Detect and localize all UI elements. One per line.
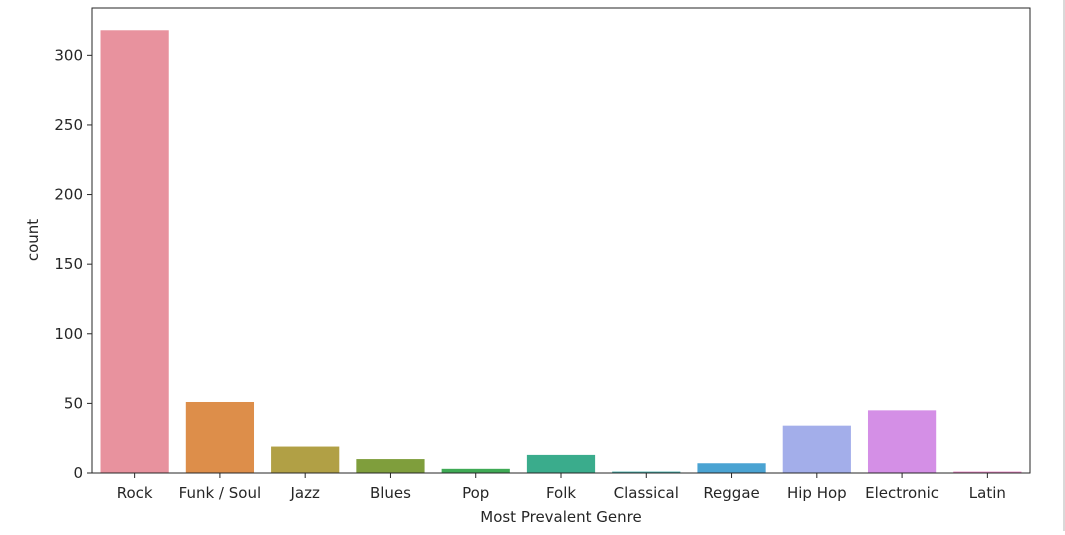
- x-axis: Rock Funk / Soul Jazz Blues Pop Folk Classical…: [117, 473, 1006, 502]
- x-tick-label-funk-soul: Funk / Soul: [179, 484, 261, 502]
- bar-pop: [441, 468, 510, 473]
- x-tick-label-blues: Blues: [370, 484, 411, 502]
- x-tick-label-hip-hop: Hip Hop: [787, 484, 847, 502]
- bar-electronic: [867, 410, 937, 473]
- window-edge: [1063, 0, 1065, 531]
- bars-group: [100, 30, 1022, 473]
- bar-jazz: [271, 446, 340, 473]
- x-axis-label: Most Prevalent Genre: [480, 508, 641, 526]
- y-tick-label-100: 100: [54, 325, 83, 343]
- bar-reggae: [697, 463, 766, 473]
- bar-rock: [100, 30, 169, 473]
- bar-funk-soul: [185, 401, 255, 473]
- bar-classical: [612, 471, 681, 473]
- y-tick-label-150: 150: [54, 255, 83, 273]
- x-tick-label-rock: Rock: [117, 484, 153, 502]
- y-tick-label-50: 50: [64, 394, 83, 412]
- bar-latin: [953, 471, 1022, 473]
- y-tick-label-0: 0: [73, 464, 83, 482]
- y-tick-label-300: 300: [54, 46, 83, 64]
- x-tick-label-pop: Pop: [462, 484, 489, 502]
- bar-hip-hop: [782, 425, 851, 473]
- y-tick-label-250: 250: [54, 116, 83, 134]
- x-tick-label-reggae: Reggae: [703, 484, 759, 502]
- x-tick-label-folk: Folk: [546, 484, 576, 502]
- bar-blues: [356, 459, 425, 473]
- x-tick-label-electronic: Electronic: [865, 484, 939, 502]
- x-tick-label-jazz: Jazz: [289, 484, 319, 502]
- y-tick-label-200: 200: [54, 186, 83, 204]
- y-axis: 0 50 100 150 200 250 300: [54, 46, 92, 482]
- bar-folk: [526, 454, 596, 473]
- x-tick-label-latin: Latin: [969, 484, 1006, 502]
- x-tick-label-classical: Classical: [614, 484, 679, 502]
- y-axis-label: count: [24, 219, 42, 261]
